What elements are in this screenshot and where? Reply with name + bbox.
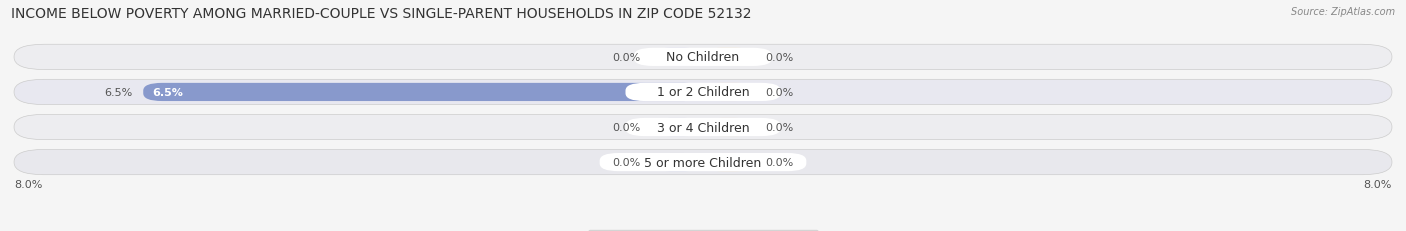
- FancyBboxPatch shape: [651, 153, 703, 171]
- Text: No Children: No Children: [666, 51, 740, 64]
- Text: 6.5%: 6.5%: [152, 88, 183, 97]
- Text: INCOME BELOW POVERTY AMONG MARRIED-COUPLE VS SINGLE-PARENT HOUSEHOLDS IN ZIP COD: INCOME BELOW POVERTY AMONG MARRIED-COUPL…: [11, 7, 752, 21]
- Text: Source: ZipAtlas.com: Source: ZipAtlas.com: [1291, 7, 1395, 17]
- Text: 0.0%: 0.0%: [765, 122, 793, 132]
- FancyBboxPatch shape: [14, 80, 1392, 105]
- FancyBboxPatch shape: [14, 150, 1392, 175]
- FancyBboxPatch shape: [599, 153, 807, 171]
- Text: 0.0%: 0.0%: [613, 122, 641, 132]
- Text: 0.0%: 0.0%: [613, 53, 641, 63]
- Text: 0.0%: 0.0%: [765, 157, 793, 167]
- FancyBboxPatch shape: [703, 153, 755, 171]
- Text: 0.0%: 0.0%: [765, 88, 793, 97]
- FancyBboxPatch shape: [651, 49, 703, 67]
- Text: 5 or more Children: 5 or more Children: [644, 156, 762, 169]
- FancyBboxPatch shape: [626, 119, 780, 137]
- Text: 0.0%: 0.0%: [613, 157, 641, 167]
- FancyBboxPatch shape: [14, 115, 1392, 140]
- FancyBboxPatch shape: [14, 45, 1392, 70]
- Legend: Married Couples, Single Parents: Married Couples, Single Parents: [588, 230, 818, 231]
- FancyBboxPatch shape: [143, 83, 703, 102]
- FancyBboxPatch shape: [703, 49, 755, 67]
- FancyBboxPatch shape: [703, 83, 755, 102]
- FancyBboxPatch shape: [651, 119, 703, 137]
- Text: 6.5%: 6.5%: [104, 88, 134, 97]
- FancyBboxPatch shape: [626, 83, 780, 102]
- Text: 8.0%: 8.0%: [1364, 179, 1392, 189]
- FancyBboxPatch shape: [634, 49, 772, 67]
- Text: 0.0%: 0.0%: [765, 53, 793, 63]
- Text: 3 or 4 Children: 3 or 4 Children: [657, 121, 749, 134]
- Text: 1 or 2 Children: 1 or 2 Children: [657, 86, 749, 99]
- Text: 8.0%: 8.0%: [14, 179, 42, 189]
- FancyBboxPatch shape: [703, 119, 755, 137]
